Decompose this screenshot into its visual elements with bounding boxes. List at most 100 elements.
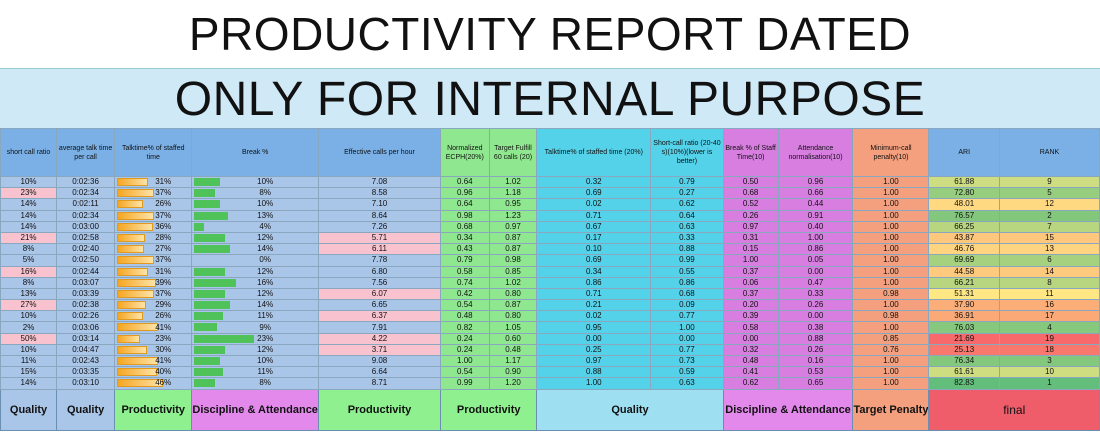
break-cell: 0% — [191, 254, 319, 267]
rank-cell: 12 — [998, 198, 1100, 211]
avg-talk-time-cell: 0:02:36 — [56, 175, 116, 189]
break-cell: 12% — [191, 287, 319, 301]
ari-cell: 46.76 — [928, 243, 1000, 256]
break-value: 8% — [259, 378, 271, 388]
avg-talk-time-cell: 0:02:40 — [56, 243, 116, 256]
attendance-norm-cell: 0.91 — [777, 209, 854, 222]
talktime-bar — [117, 357, 159, 365]
table-row: 5% 0:02:50 37% 0% 7.78 0.79 0.98 0.69 0.99 1.00 0.… — [0, 254, 1100, 267]
talktime-norm-cell: 0.86 — [536, 276, 652, 289]
break-bar — [194, 312, 224, 321]
talktime-norm-cell: 0.02 — [536, 310, 652, 323]
table-row: 50% 0:03:14 23% 23% 4.22 0.24 0.60 0.00 0.00 0.00… — [0, 332, 1100, 345]
break-norm-cell: 0.41 — [722, 366, 779, 379]
table-row: 2% 0:03:06 41% 9% 7.91 0.82 1.05 0.95 1.00 0.58 0.… — [0, 321, 1100, 334]
min-call-penalty-cell: 1.00 — [852, 231, 930, 245]
talktime-norm-cell: 0.32 — [536, 175, 652, 189]
normalized-ecph-cell: 0.43 — [440, 243, 490, 256]
footer-category: Productivity — [440, 388, 538, 431]
talktime-value: 37% — [155, 288, 172, 298]
footer-category: Target Penalty — [852, 388, 930, 431]
short-call-norm-cell: 0.64 — [650, 209, 724, 222]
talktime-norm-cell: 0.69 — [536, 187, 652, 200]
ecph-cell: 8.58 — [317, 187, 442, 200]
avg-talk-time-cell: 0:02:38 — [56, 299, 116, 312]
footer-category: Quality — [0, 388, 58, 431]
avg-talk-time-cell: 0:03:35 — [56, 366, 116, 379]
table-row: 15% 0:03:35 40% 11% 6.64 0.54 0.90 0.88 0.59 0.41… — [0, 366, 1100, 379]
target-fulfill-cell: 0.80 — [488, 287, 538, 301]
min-call-penalty-cell: 1.00 — [852, 354, 930, 368]
rank-cell: 6 — [998, 254, 1100, 267]
avg-talk-time-cell: 0:03:39 — [56, 287, 116, 301]
table-row: 14% 0:03:10 46% 8% 8.71 0.99 1.20 1.00 0.63 0.62 0… — [0, 377, 1100, 390]
footer-category: final — [928, 388, 1100, 431]
break-norm-cell: 1.00 — [722, 254, 779, 267]
talktime-cell: 39% — [114, 276, 193, 289]
normalized-ecph-cell: 0.48 — [440, 310, 490, 323]
normalized-ecph-cell: 0.82 — [440, 321, 490, 334]
productivity-table: short call ratio average talk time per c… — [0, 128, 1100, 431]
talktime-value: 46% — [155, 378, 172, 388]
target-fulfill-cell: 0.85 — [488, 265, 538, 278]
attendance-norm-cell: 0.26 — [777, 343, 854, 357]
rank-cell: 19 — [998, 332, 1100, 345]
talktime-cell: 36% — [114, 220, 193, 233]
break-cell: 10% — [191, 175, 319, 189]
table-row: 21% 0:02:58 28% 12% 5.71 0.34 0.87 0.17 0.33 0.31… — [0, 231, 1100, 245]
header-attendance-norm: Attendance normalisation(10) — [777, 128, 854, 177]
break-cell: 23% — [191, 332, 319, 345]
talktime-norm-cell: 0.17 — [536, 231, 652, 245]
ecph-cell: 6.11 — [317, 243, 442, 256]
ari-cell: 66.21 — [928, 276, 1000, 289]
break-bar — [194, 189, 216, 198]
break-value: 9% — [259, 322, 271, 332]
footer-category: Discipline & Attendance — [191, 388, 319, 431]
short-call-ratio-cell: 23% — [0, 187, 58, 200]
short-call-norm-cell: 0.73 — [650, 354, 724, 368]
talktime-cell: 46% — [114, 377, 193, 390]
break-value: 11% — [257, 311, 273, 321]
attendance-norm-cell: 0.33 — [777, 287, 854, 301]
talktime-norm-cell: 1.00 — [536, 377, 652, 390]
header-row: short call ratio average talk time per c… — [0, 128, 1100, 177]
talktime-cell: 37% — [114, 187, 193, 200]
ari-cell: 76.03 — [928, 321, 1000, 334]
break-value: 10% — [257, 177, 274, 187]
break-bar — [194, 379, 216, 388]
avg-talk-time-cell: 0:03:00 — [56, 220, 116, 233]
normalized-ecph-cell: 0.54 — [440, 366, 490, 379]
short-call-ratio-cell: 2% — [0, 321, 58, 334]
footer-row: Quality Quality Productivity Discipline … — [0, 388, 1100, 431]
min-call-penalty-cell: 1.00 — [852, 187, 930, 200]
break-cell: 14% — [191, 299, 319, 312]
talktime-cell: 29% — [114, 299, 193, 312]
short-call-norm-cell: 0.33 — [650, 231, 724, 245]
attendance-norm-cell: 0.47 — [777, 276, 854, 289]
break-norm-cell: 0.20 — [722, 299, 779, 312]
short-call-ratio-cell: 16% — [0, 265, 58, 278]
min-call-penalty-cell: 1.00 — [852, 299, 930, 312]
talktime-value: 39% — [155, 277, 172, 287]
ecph-cell: 7.91 — [317, 321, 442, 334]
attendance-norm-cell: 0.86 — [777, 243, 854, 256]
break-bar — [194, 233, 226, 242]
ecph-cell: 3.71 — [317, 343, 442, 357]
talktime-cell: 31% — [114, 265, 193, 278]
talktime-bar — [117, 256, 155, 265]
footer-category: Discipline & Attendance — [722, 388, 854, 431]
table-row: 10% 0:02:26 26% 11% 6.37 0.48 0.80 0.02 0.77 0.39… — [0, 310, 1100, 323]
rank-cell: 9 — [998, 175, 1100, 189]
break-norm-cell: 0.52 — [722, 198, 779, 211]
table-row: 8% 0:02:40 27% 14% 6.11 0.43 0.87 0.10 0.88 0.15 0… — [0, 243, 1100, 256]
table-row: 11% 0:02:43 41% 10% 9.08 1.00 1.17 0.97 0.73 0.48… — [0, 354, 1100, 368]
break-cell: 10% — [191, 198, 319, 211]
talktime-bar — [117, 245, 145, 254]
normalized-ecph-cell: 0.64 — [440, 175, 490, 189]
target-fulfill-cell: 1.20 — [488, 377, 538, 390]
target-fulfill-cell: 0.60 — [488, 332, 538, 345]
min-call-penalty-cell: 1.00 — [852, 209, 930, 222]
attendance-norm-cell: 0.88 — [777, 332, 854, 345]
break-bar — [194, 200, 221, 209]
